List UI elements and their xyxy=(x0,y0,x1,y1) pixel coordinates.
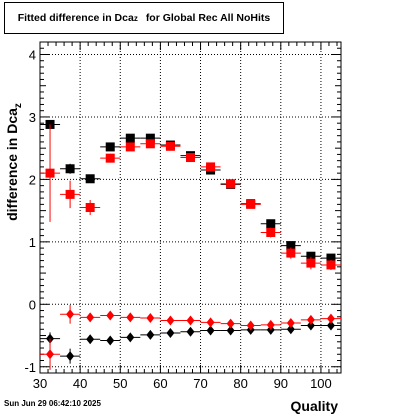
data-point xyxy=(66,351,75,362)
y-axis-label: difference in Dcaz xyxy=(4,103,24,221)
data-point xyxy=(105,142,115,152)
data-point xyxy=(126,332,135,343)
data-point xyxy=(66,309,75,320)
plot-frame-rect xyxy=(39,41,342,374)
data-point xyxy=(206,162,216,172)
data-point xyxy=(306,314,315,325)
grid xyxy=(40,42,341,373)
x-tick-label: 30 xyxy=(33,376,47,391)
title-suffix: for Global Rec All NoHits xyxy=(145,12,271,24)
y-tick-label: 1 xyxy=(29,235,36,250)
data-point xyxy=(286,324,295,335)
data-point xyxy=(146,313,155,324)
data-point xyxy=(266,219,276,229)
data-point xyxy=(65,189,75,199)
data-point xyxy=(125,133,135,143)
axis-ticks: 30 40 50 60 70 80 90 100 -1 0 1 2 3 4 xyxy=(24,41,341,391)
data-point xyxy=(206,317,215,328)
data-point xyxy=(65,164,75,174)
y-tick-label: 2 xyxy=(29,172,36,187)
y-label-sub: z xyxy=(13,103,24,108)
data-point xyxy=(166,315,175,326)
data-point xyxy=(326,260,336,270)
plot-frame xyxy=(39,41,342,374)
data-point xyxy=(145,133,155,143)
data-point xyxy=(226,318,235,329)
data-point xyxy=(286,318,295,329)
x-tick-label: 40 xyxy=(73,376,87,391)
data-point xyxy=(145,139,155,149)
x-tick-label: 90 xyxy=(274,376,288,391)
data-point xyxy=(246,199,256,209)
data-point xyxy=(326,320,335,331)
data-point xyxy=(226,325,235,336)
data-point xyxy=(246,320,255,331)
chart-title: Fitted difference in Dca z for Global Re… xyxy=(4,2,284,34)
series-3 xyxy=(40,304,341,370)
data-point xyxy=(266,227,276,237)
data-point xyxy=(306,258,316,268)
data-point xyxy=(166,328,175,339)
data-point xyxy=(186,153,195,163)
data-point xyxy=(306,251,316,261)
x-tick-label: 80 xyxy=(233,376,247,391)
data-point xyxy=(266,319,275,330)
x-tick-label: 70 xyxy=(193,376,207,391)
data-point xyxy=(146,329,155,340)
y-tick-label: 0 xyxy=(29,297,36,312)
data-point xyxy=(126,312,135,323)
data-point xyxy=(125,142,135,152)
series-1 xyxy=(40,124,341,270)
data-points xyxy=(40,119,341,370)
data-point xyxy=(106,310,115,321)
data-point xyxy=(106,335,115,346)
data-point xyxy=(326,313,335,324)
y-tick-label: -1 xyxy=(24,360,36,375)
data-point xyxy=(165,141,175,151)
data-point xyxy=(85,203,95,212)
x-tick-label: 50 xyxy=(113,376,127,391)
data-point xyxy=(186,326,195,337)
data-point xyxy=(326,253,336,263)
footer-date: Sun Jun 29 06:42:10 2025 xyxy=(4,399,101,408)
series-2 xyxy=(40,320,341,364)
data-point xyxy=(46,349,55,360)
data-point xyxy=(206,325,215,336)
data-point xyxy=(105,153,115,163)
y-tick-label: 3 xyxy=(29,110,36,125)
y-label-main: difference in Dca xyxy=(4,108,20,221)
y-tick-label: 4 xyxy=(29,47,36,62)
series-0 xyxy=(40,119,341,263)
data-point xyxy=(85,174,95,184)
data-point xyxy=(226,179,236,189)
x-axis-label: Quality xyxy=(291,398,339,414)
x-tick-label: 60 xyxy=(153,376,167,391)
x-tick-label: 100 xyxy=(310,376,332,391)
title-subscript: z xyxy=(133,13,138,23)
data-point xyxy=(286,241,296,251)
data-point xyxy=(86,312,95,323)
data-point xyxy=(45,168,55,178)
data-point xyxy=(86,334,95,345)
data-point xyxy=(286,248,296,258)
title-prefix: Fitted difference in Dca xyxy=(17,12,134,24)
data-point xyxy=(186,315,195,326)
data-point xyxy=(306,320,315,331)
